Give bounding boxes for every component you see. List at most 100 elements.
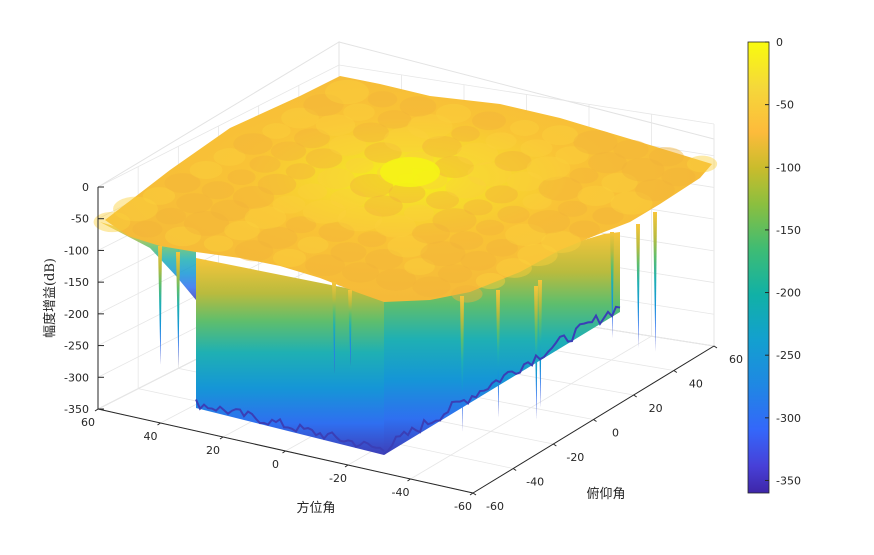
sidelobe-bump	[232, 186, 275, 209]
sidelobe-bump	[425, 191, 460, 210]
y-tick-label: -60	[486, 500, 504, 513]
sidelobe-bump	[365, 248, 403, 270]
sidelobe-bump	[272, 248, 307, 268]
sidelobe-bump	[224, 220, 260, 241]
sidelobe-bump	[294, 128, 330, 149]
sidelobe-bump	[420, 241, 466, 267]
sidelobe-bump	[538, 176, 583, 201]
z-axis-label: 幅度增益(dB)	[42, 258, 58, 338]
z-tick-label: 0	[82, 181, 89, 194]
wall-bottom-edge-left	[195, 399, 385, 452]
sidelobe-bump	[403, 204, 435, 222]
sidelobe-bump	[451, 285, 483, 303]
sidelobe-bump	[329, 188, 367, 209]
sidelobe-bump	[210, 199, 250, 222]
sidelobe-bump	[297, 236, 329, 254]
sidelobe-bump	[234, 240, 274, 262]
sidelobe-bump	[375, 268, 417, 291]
y-tick-mark	[553, 443, 557, 447]
sidelobe-bump	[213, 148, 246, 166]
sidelobe-bump	[541, 231, 581, 253]
y-tick-label: -40	[526, 476, 544, 489]
wall-bottom-jag	[195, 305, 621, 455]
sidelobe-bump	[601, 172, 638, 193]
null-spike	[348, 290, 352, 366]
z-tick-label: -250	[64, 340, 89, 353]
sidelobe-bump	[648, 147, 685, 167]
sidelobe-bump	[164, 173, 201, 193]
sidelobe-bump	[270, 141, 307, 161]
z-tick-label: -100	[64, 244, 89, 257]
sidelobe-bump	[374, 214, 417, 238]
sidelobe-bump	[573, 130, 618, 155]
sidelobe-bump	[496, 258, 532, 278]
sidelobe-bump	[569, 167, 599, 184]
sidelobe-bump	[383, 127, 430, 153]
colorbar-tick-label: -150	[776, 224, 801, 237]
sidelobe-bump	[183, 210, 230, 236]
wall-bottom-edge-right	[383, 305, 621, 455]
z-axis: 0 -50 -100 -150 -200 -250 -300 -350 幅度增益(dB)	[42, 181, 104, 416]
y-axis-label: 俯仰角	[586, 486, 625, 502]
sidelobe-bump	[432, 208, 477, 233]
sidelobe-bump	[305, 254, 345, 277]
sidelobe-bump	[262, 123, 291, 139]
sidelobe-bump	[330, 242, 367, 263]
colorbar-tick-label: -200	[776, 287, 801, 300]
x-tick-label: -60	[454, 500, 472, 513]
y-tick-mark	[633, 394, 637, 398]
x-tick-label: 20	[206, 444, 220, 457]
sidelobe-bump	[557, 200, 588, 217]
sidelobe-bump	[437, 264, 473, 284]
sidelobe-bump	[244, 206, 287, 230]
x-tick-mark	[344, 464, 349, 468]
sidelobe-bump	[302, 199, 347, 224]
colorbar-tick-label: 0	[776, 36, 783, 49]
x-axis-label: 方位角	[296, 500, 335, 516]
colorbar-gradient	[747, 41, 770, 494]
sidelobe-bump	[412, 276, 451, 298]
sidelobe-bump	[505, 223, 546, 247]
sidelobe-bump	[588, 151, 627, 174]
x-tick-label: -40	[392, 486, 410, 499]
colorbar-tick-label: -350	[776, 474, 801, 487]
sidelobe-bump	[475, 272, 506, 290]
sidelobe-bump	[249, 155, 281, 173]
sidelobe-bump	[577, 185, 615, 206]
sidelobe-bump	[522, 193, 552, 210]
sidelobe-bump	[520, 139, 553, 158]
sidelobe-bump	[467, 162, 512, 187]
sidelobe-bump	[297, 183, 328, 200]
sidelobe-bump	[661, 167, 696, 187]
sidelobe-bump	[517, 243, 558, 267]
null-spike	[636, 224, 640, 348]
sidelobe-bump	[285, 163, 316, 180]
sidelobe-bump	[526, 156, 571, 181]
sidelobe-bump	[257, 173, 297, 195]
x-tick-label: 0	[272, 458, 279, 471]
null-spike	[538, 280, 542, 408]
null-spike	[158, 246, 162, 365]
sidelobe-bump	[328, 135, 367, 156]
surface-top	[105, 76, 712, 302]
sidelobe-bump	[449, 231, 484, 250]
x-axis: 60 40 20 0 -20 -40 -60 方位角	[81, 408, 474, 516]
sidelobe-bump	[349, 173, 394, 198]
sidelobe-bump	[435, 103, 472, 124]
sidelobe-bump	[324, 79, 370, 105]
sidelobe-bump	[113, 196, 158, 222]
sidelobe-bump	[203, 235, 234, 252]
colorbar-tick-label: -100	[776, 161, 801, 174]
sidelobe-bump	[555, 146, 589, 165]
sidelobe-bump	[472, 111, 506, 131]
null-spikes	[158, 212, 657, 432]
y-axis: -60 -40 -20 0 20 40 60 俯仰角	[472, 345, 743, 513]
y-tick-mark	[593, 419, 597, 422]
null-spike	[332, 282, 336, 374]
colorbar-tick-label: -250	[776, 349, 801, 362]
sidelobe-bump	[463, 199, 493, 216]
z-tick-label: -200	[64, 308, 89, 321]
x-tick-mark	[219, 436, 224, 440]
sidelobe-bump	[388, 182, 426, 204]
